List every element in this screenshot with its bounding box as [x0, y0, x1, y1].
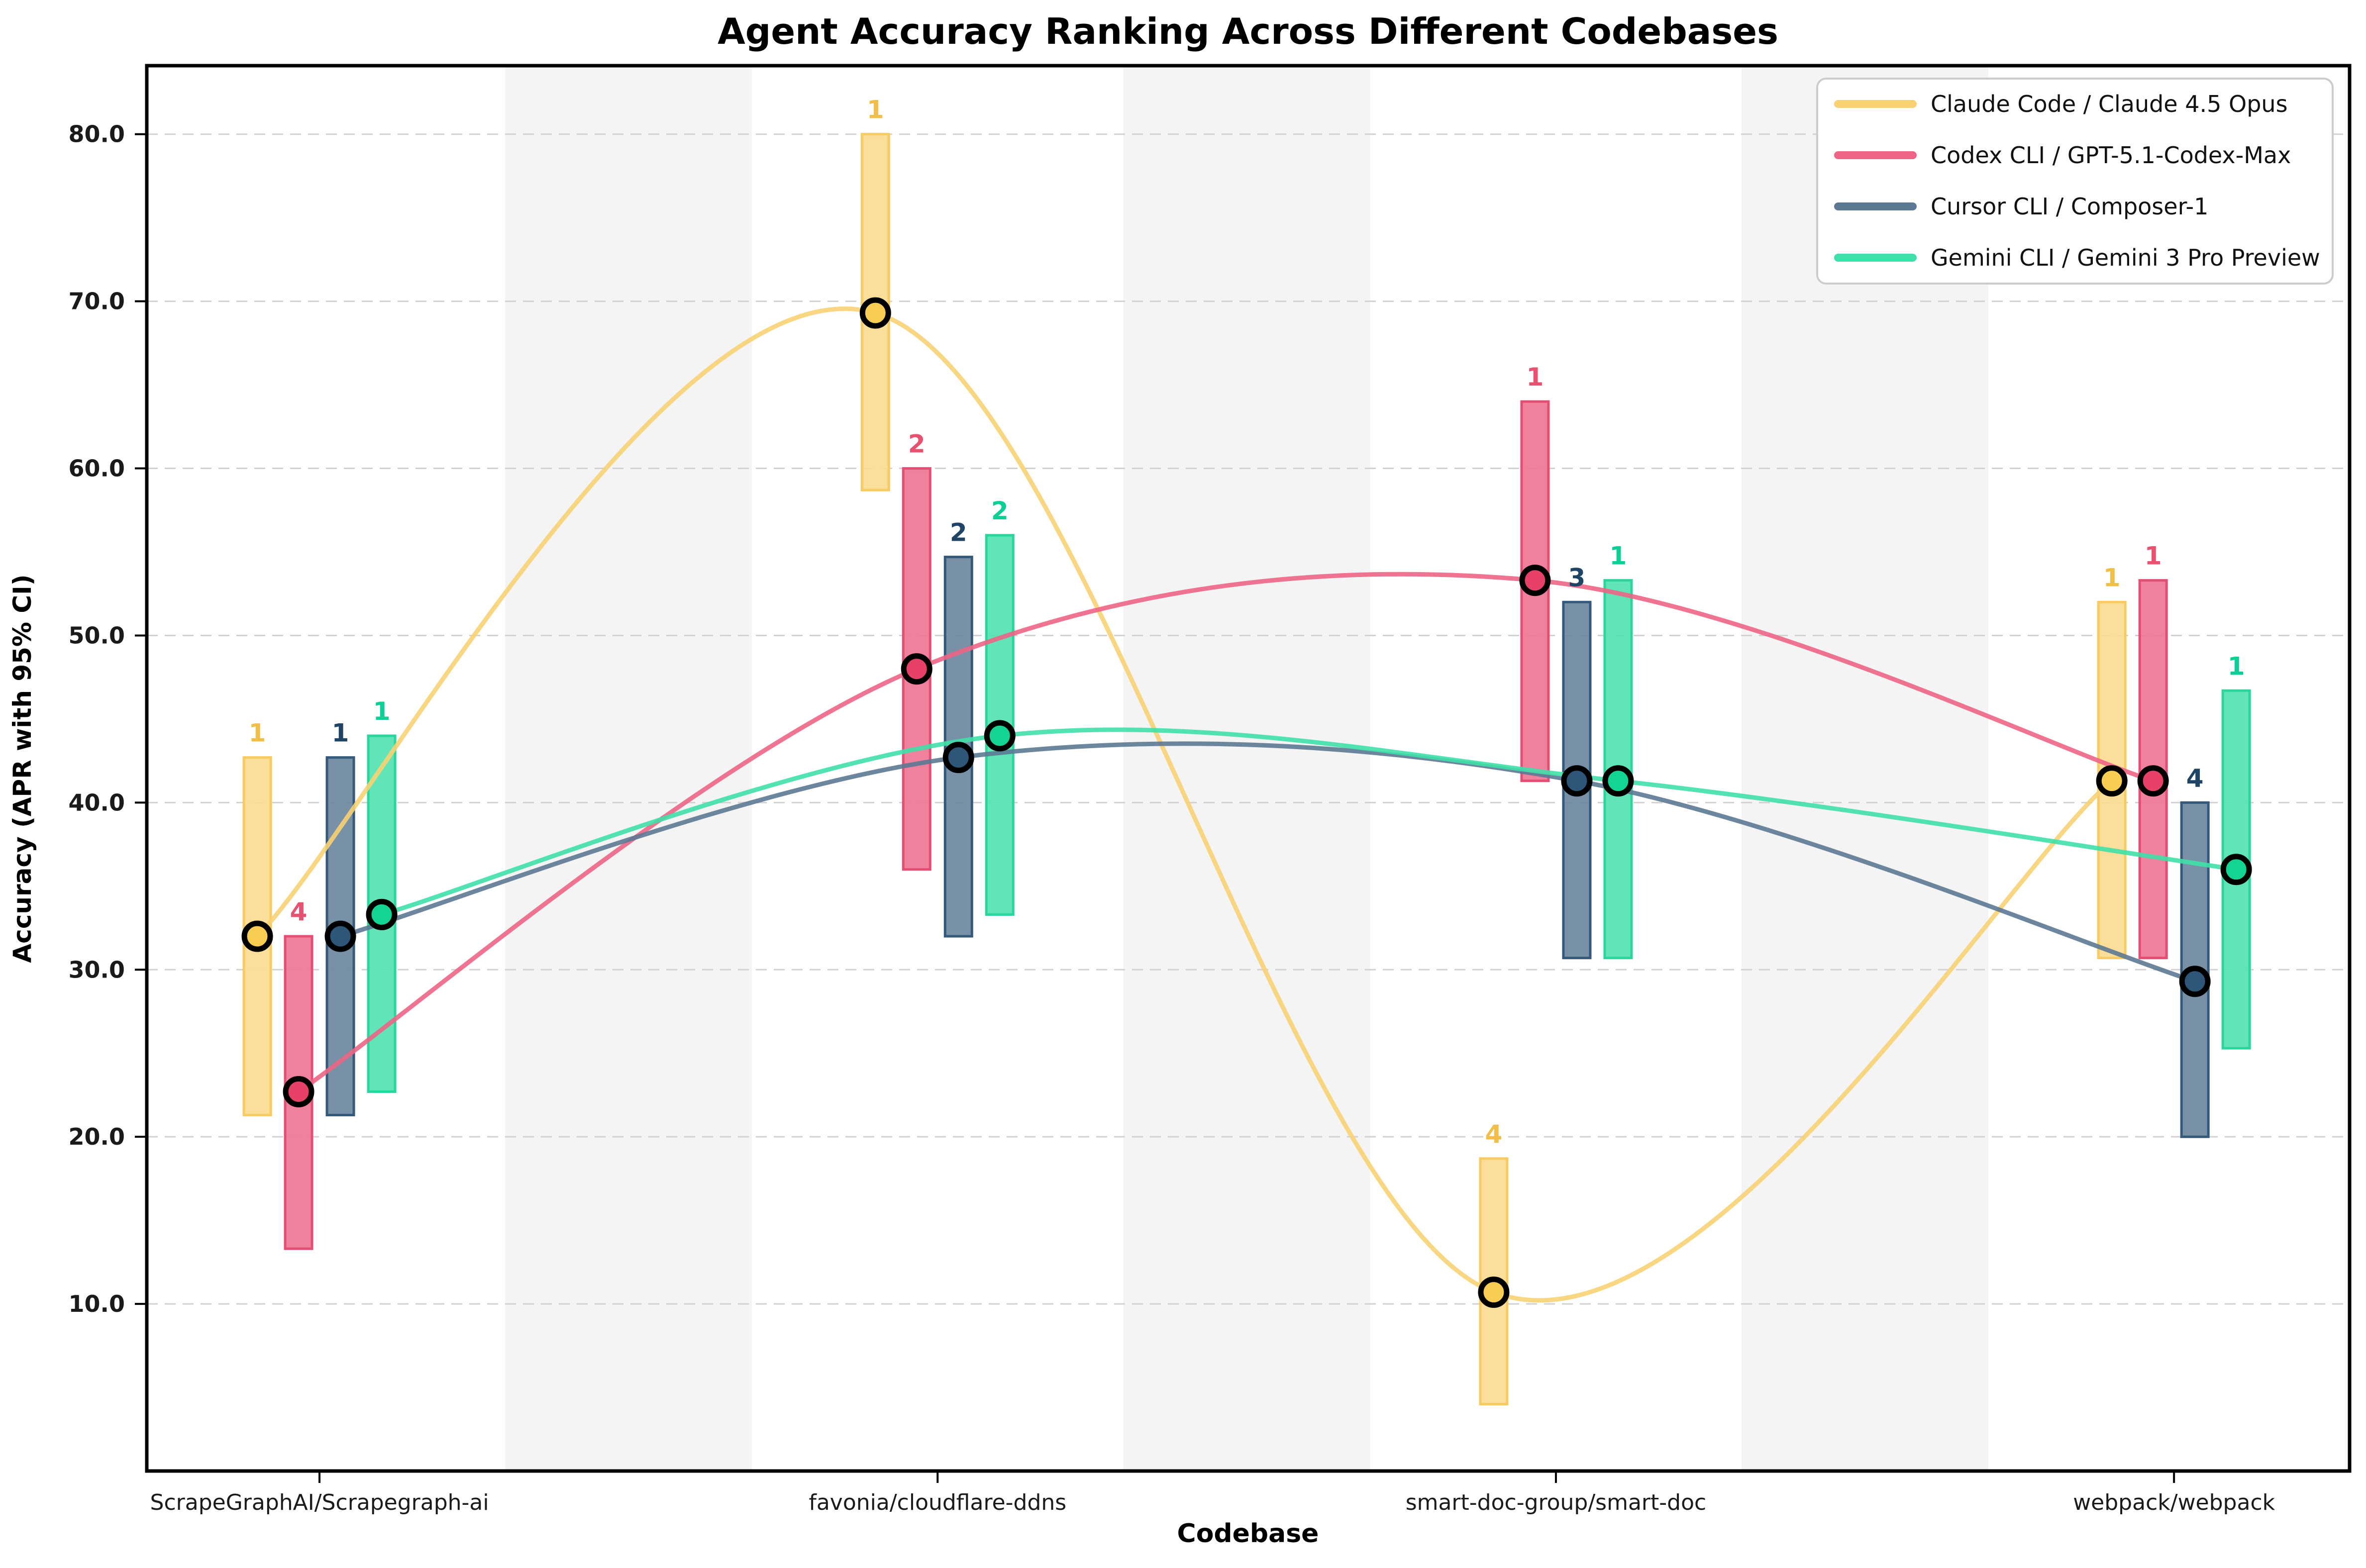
rank-label: 4: [1485, 1120, 1503, 1149]
y-axis-label: Accuracy (APR with 95% CI): [8, 574, 37, 963]
mean-markers: [241, 297, 2252, 1308]
legend-label: Cursor CLI / Composer-1: [1931, 193, 2208, 220]
background-band: [1742, 66, 1989, 1471]
mean-marker: [366, 898, 398, 930]
rank-label: 1: [2103, 563, 2121, 592]
rank-label: 2: [950, 518, 967, 547]
mean-marker: [1519, 565, 1551, 596]
x-tick-label: smart-doc-group/smart-doc: [1406, 1490, 1707, 1515]
mean-marker: [2096, 765, 2128, 797]
rank-label: 1: [2228, 652, 2245, 681]
background-band: [1123, 66, 1370, 1471]
y-tick-label: 70.0: [69, 288, 125, 315]
x-axis-ticks: ScrapeGraphAI/Scrapegraph-ai favonia/clou…: [150, 1471, 2275, 1515]
mean-marker: [1602, 765, 1634, 797]
y-tick-label: 60.0: [69, 455, 125, 482]
series-line: [255, 306, 2114, 1303]
y-axis-ticks: 10.0 20.0 30.0 40.0 50.0 60.0 70.0 80.0: [69, 121, 147, 1317]
y-tick-label: 20.0: [69, 1123, 125, 1150]
rank-label: 1: [1527, 363, 1544, 392]
axes-frame: [145, 64, 2352, 1473]
y-tick-label: 30.0: [69, 956, 125, 983]
rank-label: 1: [249, 719, 266, 748]
mean-marker: [1561, 765, 1593, 797]
mean-marker: [2137, 765, 2169, 797]
series-lines: [255, 306, 2239, 1303]
rank-label: 3: [1568, 563, 1586, 592]
y-tick-label: 10.0: [69, 1290, 125, 1317]
mean-marker: [942, 742, 974, 774]
background-band: [505, 66, 752, 1471]
mean-marker: [324, 920, 356, 952]
series-line: [296, 572, 2156, 1094]
rank-label: 1: [373, 697, 391, 726]
rank-label: 1: [332, 719, 349, 748]
series-line: [379, 727, 2239, 917]
mean-marker: [2220, 854, 2252, 885]
mean-marker: [901, 653, 932, 685]
legend-label: Codex CLI / GPT-5.1-Codex-Max: [1931, 142, 2291, 169]
mean-marker: [984, 720, 1016, 752]
legend: Claude Code / Claude 4.5 Opus Codex CLI /…: [1816, 78, 2334, 285]
x-tick-label: webpack/webpack: [2073, 1490, 2275, 1515]
x-axis-label: Codebase: [1177, 1519, 1319, 1549]
rank-label: 4: [2186, 764, 2204, 792]
rank-label: 4: [290, 897, 308, 926]
x-tick-label: favonia/cloudflare-ddns: [809, 1490, 1066, 1515]
y-tick-label: 50.0: [69, 622, 125, 649]
rank-label: 1: [867, 96, 884, 124]
legend-label: Gemini CLI / Gemini 3 Pro Preview: [1931, 244, 2320, 271]
chart-title: Agent Accuracy Ranking Across Different …: [718, 10, 1778, 52]
rank-label: 2: [991, 496, 1009, 525]
y-tick-label: 40.0: [69, 789, 125, 816]
axes-spines: [145, 64, 2352, 1473]
rank-label: 2: [908, 430, 926, 459]
rank-label: 1: [2145, 542, 2162, 571]
background-bands: [147, 66, 2350, 1471]
mean-marker: [2179, 966, 2211, 997]
rank-label: 1: [1610, 542, 1627, 571]
mean-marker: [241, 920, 273, 952]
series-line: [338, 741, 2197, 984]
mean-marker: [1478, 1276, 1510, 1308]
mean-marker: [283, 1076, 314, 1107]
x-tick-label: ScrapeGraphAI/Scrapegraph-ai: [150, 1490, 489, 1515]
legend-box: [1816, 78, 2334, 285]
mean-marker: [859, 297, 891, 329]
legend-label: Claude Code / Claude 4.5 Opus: [1931, 91, 2288, 117]
y-tick-label: 80.0: [69, 121, 125, 148]
